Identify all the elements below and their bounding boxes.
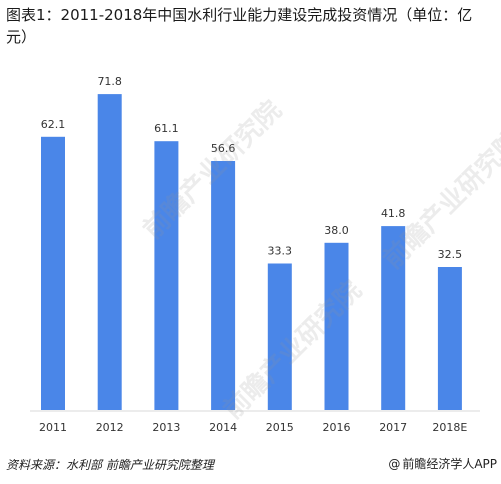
x-tick-labels: 2011 2012 2013 2014 2015 2016 2017 2018E — [39, 421, 467, 434]
data-label-2015: 33.3 — [268, 245, 293, 258]
x-tick-2014: 2014 — [209, 421, 237, 434]
bar-2013 — [154, 141, 179, 410]
bar-2018E — [437, 267, 462, 410]
data-label-2012: 71.8 — [97, 75, 122, 88]
bar-2016 — [324, 242, 349, 410]
data-label-2017: 41.8 — [381, 207, 406, 220]
x-tick-2017: 2017 — [379, 421, 407, 434]
chart-title: 图表1：2011-2018年中国水利行业能力建设完成投资情况（单位：亿元） — [6, 6, 473, 46]
at-icon: @ — [388, 456, 401, 471]
data-label-2011: 62.1 — [41, 118, 66, 131]
x-tick-2013: 2013 — [152, 421, 180, 434]
bar-2012 — [97, 94, 122, 410]
x-tick-2016: 2016 — [323, 421, 351, 434]
x-tick-2015: 2015 — [266, 421, 294, 434]
x-tick-2012: 2012 — [96, 421, 124, 434]
bar-2017 — [381, 226, 406, 410]
data-label-2014: 56.6 — [211, 142, 236, 155]
bar-2011 — [41, 136, 65, 411]
data-label-2013: 61.1 — [154, 122, 179, 135]
source-note: 资料来源：水利部 前瞻产业研究院整理 — [6, 458, 214, 472]
x-tick-2018E: 2018E — [432, 421, 467, 434]
labels-layer: 62.1 71.8 61.1 56.6 33.3 38.0 41.8 32.5 — [41, 75, 462, 261]
bar-2014 — [211, 161, 236, 410]
bars-layer — [41, 94, 462, 411]
brand-credit: @ 前瞻经济学人APP — [388, 455, 497, 472]
brand-name: 前瞻经济学人APP — [402, 457, 497, 471]
data-label-2018E: 32.5 — [438, 248, 463, 261]
data-label-2016: 38.0 — [324, 224, 349, 237]
bar-2015 — [267, 263, 292, 410]
x-tick-2011: 2011 — [39, 421, 67, 434]
